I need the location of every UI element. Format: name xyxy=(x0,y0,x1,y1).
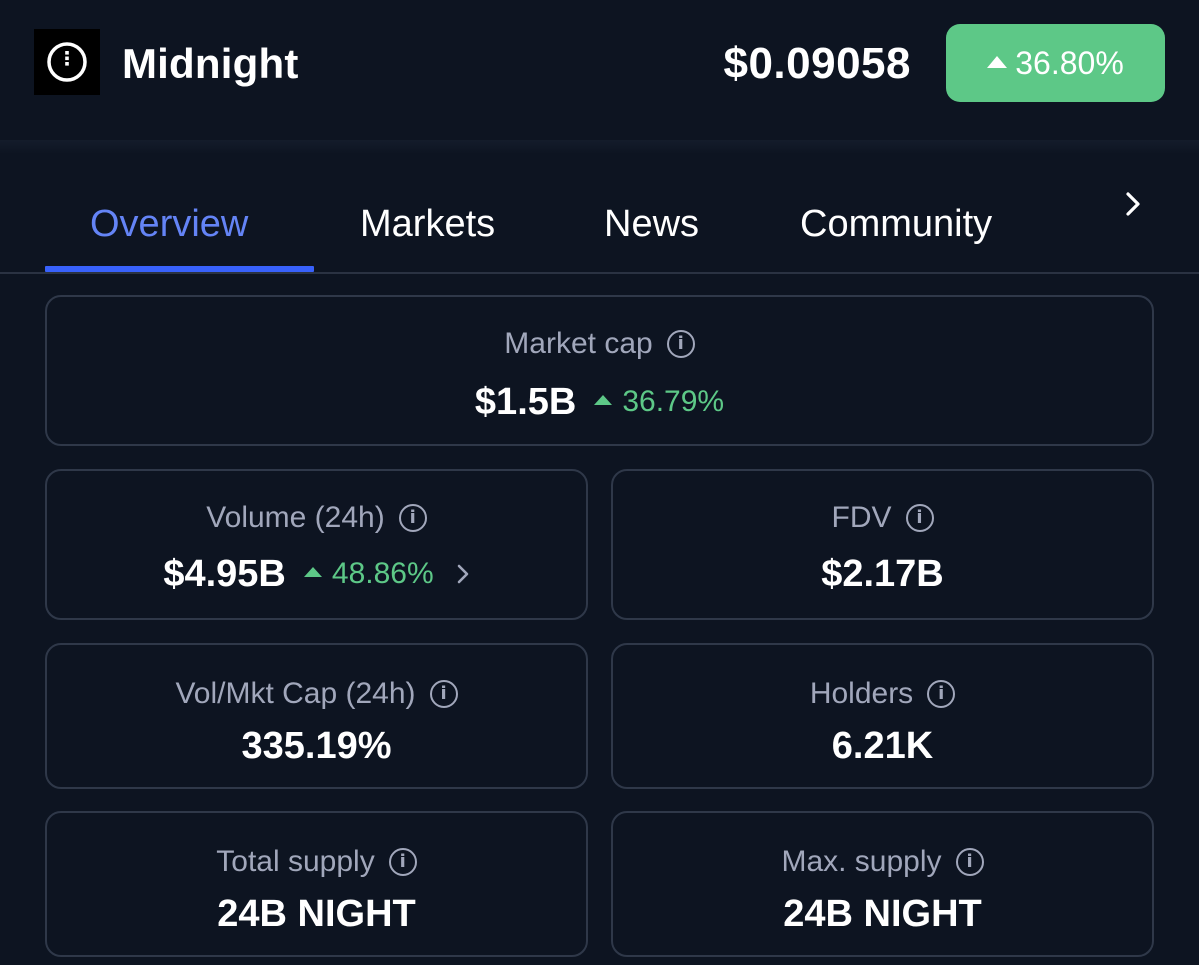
header-divider xyxy=(0,140,1199,154)
coin-header: Midnight $0.09058 36.80% xyxy=(0,0,1199,140)
market-cap-card: Market cap i $1.5B 36.79% xyxy=(45,295,1154,446)
fdv-value-row: $2.17B xyxy=(613,551,1152,597)
tab-news[interactable]: News xyxy=(604,203,700,245)
max-supply-value-row: 24B NIGHT xyxy=(613,891,1152,937)
volume-change-value: 48.86% xyxy=(331,557,434,590)
holders-label: Holders xyxy=(809,677,914,710)
price-change-badge: 36.80% xyxy=(946,24,1165,102)
arrow-up-icon xyxy=(987,56,1008,68)
fdv-label-row: FDV i xyxy=(613,499,1152,537)
volume-change: 48.86% xyxy=(303,551,434,597)
total-supply-value: 24B NIGHT xyxy=(217,893,416,935)
active-tab-indicator xyxy=(45,266,314,272)
volume-label-row: Volume (24h) i xyxy=(47,499,586,537)
info-icon[interactable]: i xyxy=(388,848,417,876)
coin-name: Midnight xyxy=(122,40,299,87)
total-supply-label-row: Total supply i xyxy=(47,843,586,881)
max-supply-label-row: Max. supply i xyxy=(613,843,1152,881)
market-cap-change-value: 36.79% xyxy=(622,385,725,418)
info-icon[interactable]: i xyxy=(429,680,458,708)
arrow-up-icon xyxy=(594,395,613,405)
holders-card: Holders i 6.21K xyxy=(611,643,1154,789)
arrow-up-icon xyxy=(303,567,322,577)
fdv-label: FDV xyxy=(831,501,892,534)
info-icon[interactable]: i xyxy=(905,504,934,532)
volume-card[interactable]: Volume (24h) i $4.95B 48.86% xyxy=(45,469,588,620)
coin-price: $0.09058 xyxy=(723,39,911,88)
vol-mkt-cap-label: Vol/Mkt Cap (24h) xyxy=(175,677,416,710)
info-icon[interactable]: i xyxy=(666,330,695,358)
chevron-right-icon[interactable] xyxy=(1118,184,1148,224)
market-cap-value: $1.5B xyxy=(474,381,577,423)
info-icon[interactable]: i xyxy=(927,680,956,708)
total-supply-label: Total supply xyxy=(216,845,375,878)
max-supply-value: 24B NIGHT xyxy=(783,893,982,935)
market-cap-label-row: Market cap i xyxy=(47,325,1152,363)
volume-value-row: $4.95B 48.86% xyxy=(47,551,586,597)
market-cap-change: 36.79% xyxy=(594,379,724,425)
market-cap-label: Market cap xyxy=(504,327,653,360)
price-change-value: 36.80% xyxy=(1015,44,1124,81)
tab-overview[interactable]: Overview xyxy=(90,203,249,245)
vol-mkt-cap-label-row: Vol/Mkt Cap (24h) i xyxy=(47,675,586,713)
max-supply-label: Max. supply xyxy=(781,845,942,878)
tab-bar: Overview Markets News Community xyxy=(0,180,1199,274)
tab-community[interactable]: Community xyxy=(800,203,993,245)
volume-value: $4.95B xyxy=(163,553,286,595)
fdv-card: FDV i $2.17B xyxy=(611,469,1154,620)
vol-mkt-cap-value-row: 335.19% xyxy=(47,723,586,769)
fdv-value: $2.17B xyxy=(821,553,944,595)
holders-value: 6.21K xyxy=(831,725,934,767)
max-supply-card: Max. supply i 24B NIGHT xyxy=(611,811,1154,957)
vol-mkt-cap-value: 335.19% xyxy=(241,725,392,767)
volume-label: Volume (24h) xyxy=(206,501,385,534)
chevron-right-icon[interactable] xyxy=(456,563,470,585)
market-cap-value-row: $1.5B 36.79% xyxy=(47,379,1152,425)
info-icon[interactable]: i xyxy=(398,504,427,532)
total-supply-card: Total supply i 24B NIGHT xyxy=(45,811,588,957)
info-icon[interactable]: i xyxy=(955,848,984,876)
vol-mkt-cap-card: Vol/Mkt Cap (24h) i 335.19% xyxy=(45,643,588,789)
holders-value-row: 6.21K xyxy=(613,723,1152,769)
holders-label-row: Holders i xyxy=(613,675,1152,713)
midnight-logo-icon xyxy=(34,29,100,95)
total-supply-value-row: 24B NIGHT xyxy=(47,891,586,937)
tab-markets[interactable]: Markets xyxy=(360,203,496,245)
